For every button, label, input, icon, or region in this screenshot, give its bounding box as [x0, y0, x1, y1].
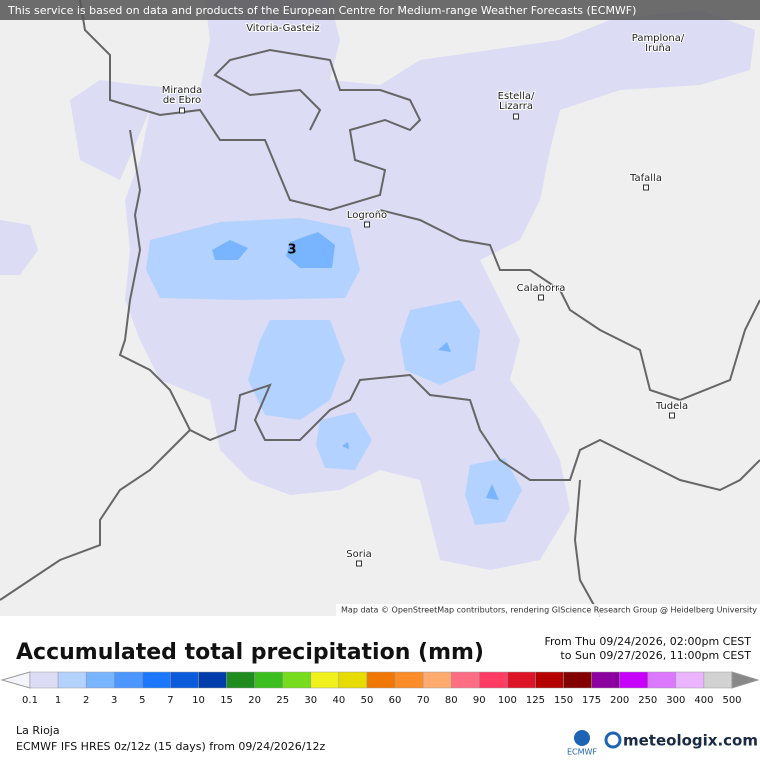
region: La Rioja: [16, 724, 60, 737]
scale-cell: [170, 671, 199, 689]
scale-cell: [647, 671, 677, 689]
scale-label: 30: [304, 695, 317, 706]
scale-label: 3: [111, 695, 117, 706]
scale-label: 125: [526, 695, 545, 706]
scale-label: 50: [361, 695, 374, 706]
meteologix-logo-mark: [604, 731, 622, 749]
scale-cell: [57, 671, 87, 689]
meteologix-logo: meteologix.com: [623, 732, 758, 750]
place-label: Miranda de Ebro: [162, 85, 202, 106]
place-marker: [513, 113, 519, 120]
scale-label: 60: [389, 695, 402, 706]
scale-label: 15: [220, 695, 233, 706]
scale-label: 250: [638, 695, 657, 706]
scale-label: 90: [473, 695, 486, 706]
place-marker: [179, 107, 185, 114]
place-label: Calahorra: [517, 283, 566, 294]
place-label: Estella/Lizarra: [498, 91, 535, 112]
ecmwf-logo-mark: [574, 730, 590, 746]
place-label: Tudela: [655, 401, 688, 412]
place-label: Tafalla: [629, 173, 662, 184]
scale-cell: [675, 671, 705, 689]
precip-heavy: [212, 232, 499, 500]
scale-label: 2: [83, 695, 89, 706]
scale-cell: [338, 671, 368, 689]
scale-cell: [479, 671, 508, 689]
scale-label: 25: [276, 695, 289, 706]
scale-cell: [450, 671, 480, 689]
scale-label: 70: [417, 695, 430, 706]
scale-cell: [29, 671, 59, 689]
value-label: 3: [287, 243, 296, 258]
scale-label: 40: [333, 695, 346, 706]
place-label: Logroño: [347, 210, 387, 221]
notice: This service is based on data and produc…: [7, 4, 636, 17]
attribution-bar: [336, 604, 760, 616]
scale-cell: [422, 671, 452, 689]
scale-cell: [507, 671, 536, 689]
scale-arrow-left: [0, 671, 31, 689]
notice-bar: [0, 0, 760, 20]
scale-label: 0.1: [22, 695, 38, 706]
scale-label: 200: [610, 695, 629, 706]
place-marker: [364, 221, 370, 228]
scale-cell: [254, 671, 283, 689]
scale-cell: [85, 671, 115, 689]
scale-cell: [113, 671, 143, 689]
scale-cell: [226, 671, 255, 689]
model-run: ECMWF IFS HRES 0z/12z (15 days) from 09/…: [16, 740, 326, 753]
precip-light: [0, 0, 755, 570]
scale-label: 300: [666, 695, 685, 706]
precip-medium: [146, 218, 522, 525]
scale-arrow-right: [731, 671, 760, 689]
scale-cell: [198, 671, 227, 689]
place-marker: [538, 294, 544, 301]
scale-label: 10: [192, 695, 205, 706]
scale-cell: [535, 671, 564, 689]
attribution: Map data © OpenStreetMap contributors, r…: [341, 606, 757, 615]
ecmwf-logo: ECMWF: [567, 748, 597, 757]
scale-label: 100: [498, 695, 517, 706]
period-from: From Thu 09/24/2026, 02:00pm CEST: [544, 635, 751, 648]
scale-label: 7: [167, 695, 173, 706]
scale-cell: [310, 671, 340, 689]
color-scale: 0.1 1 2 3 5 7 10 15 20 25 30 40 50 60 70 80 90 100 125 150 1…: [0, 671, 760, 706]
scale-cell: [282, 671, 312, 689]
scale-label: 150: [554, 695, 573, 706]
scale-cell: [142, 671, 171, 689]
scale-label: 400: [694, 695, 713, 706]
place-marker: [669, 412, 675, 419]
place-label: Vitoria-Gasteiz: [246, 23, 320, 34]
place-marker: [643, 184, 649, 191]
period-to: to Sun 09/27/2026, 11:00pm CEST: [560, 649, 751, 662]
scale-label: 5: [139, 695, 145, 706]
legend-title: Accumulated total precipitation (mm): [16, 640, 484, 665]
places: Vitoria-Gasteiz Pamplona/Iruña Miranda de E…: [161, 22, 689, 567]
scale-label: 80: [445, 695, 458, 706]
scale-label: 175: [582, 695, 601, 706]
scale-label: 1: [55, 695, 61, 706]
scale-cell: [366, 671, 396, 689]
scale-cell: [703, 671, 733, 689]
scale-cell: [563, 671, 592, 689]
scale-label: 20: [248, 695, 261, 706]
borders: [0, 0, 760, 617]
scale-cell: [591, 671, 620, 689]
scale-cell: [619, 671, 649, 689]
scale-label: 500: [722, 695, 741, 706]
place-label: Soria: [346, 549, 371, 560]
place-marker: [356, 560, 362, 567]
scale-cell: [394, 671, 424, 689]
place-label: Pamplona/Iruña: [632, 33, 685, 54]
